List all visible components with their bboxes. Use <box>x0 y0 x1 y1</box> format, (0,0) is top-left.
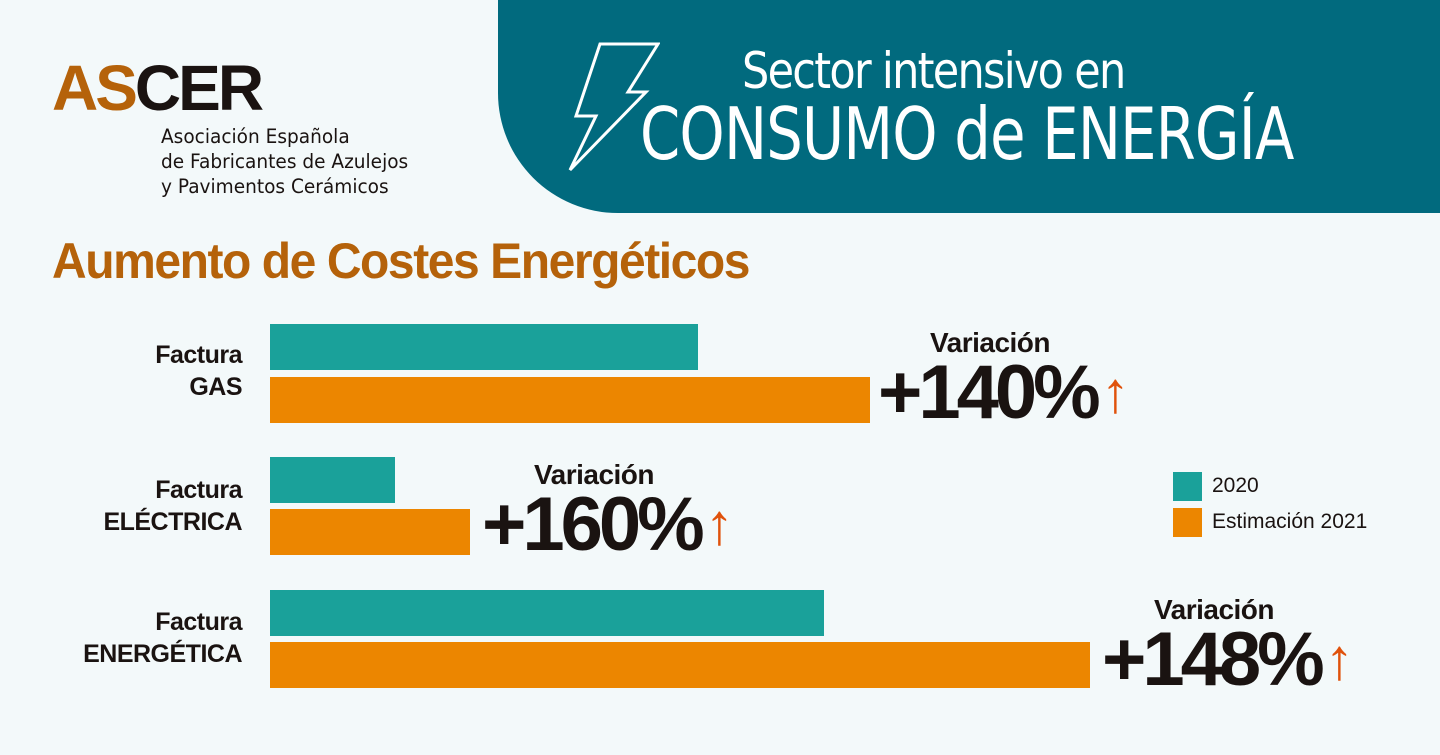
variation-value: +160% <box>482 482 705 567</box>
legend-item-2020: 2020 <box>1173 470 1367 502</box>
bar-electrica-2021 <box>270 509 470 555</box>
arrow-up-icon: ↑ <box>1100 360 1130 425</box>
row-label-electrica: Factura ELÉCTRICA <box>12 474 242 538</box>
logo-subtitle-line: y Pavimentos Cerámicos <box>161 175 389 198</box>
row-label-gas: Factura GAS <box>12 339 242 403</box>
variation-value: +148% <box>1102 617 1325 702</box>
legend-label: Estimación 2021 <box>1212 510 1368 533</box>
header-title: CONSUMO de ENERGÍA <box>640 92 1294 176</box>
arrow-up-icon: ↑ <box>704 492 734 557</box>
variation-electrica: Variación +160%↑ <box>482 459 734 567</box>
variation-label: Variación <box>1154 594 1275 625</box>
bar-gas-2020 <box>270 324 698 370</box>
legend-label: 2020 <box>1212 474 1259 497</box>
ascer-logo: ASCER <box>52 56 264 120</box>
bar-energetica-2020 <box>270 590 824 636</box>
logo-part-cer: CER <box>134 52 264 124</box>
variation-energetica: Variación +148%↑ <box>1102 594 1354 702</box>
row-label-line: Factura <box>155 476 242 504</box>
legend-item-2021: Estimación 2021 <box>1173 506 1367 538</box>
variation-label: Variación <box>930 327 1051 358</box>
bar-gas-2021 <box>270 377 870 423</box>
row-label-line: ELÉCTRICA <box>103 508 242 536</box>
chart-legend: 2020 Estimación 2021 <box>1173 470 1367 542</box>
lightning-bolt-icon <box>568 42 660 172</box>
logo-subtitle-line: Asociación Española <box>161 125 350 148</box>
variation-label: Variación <box>534 459 655 490</box>
header-banner <box>498 0 1440 213</box>
header-subtitle: Sector intensivo en <box>742 42 1126 100</box>
bar-electrica-2020 <box>270 457 395 503</box>
bar-energetica-2021 <box>270 642 1090 688</box>
chart-title: Aumento de Costes Energéticos <box>52 233 751 289</box>
logo-part-as: AS <box>52 52 138 124</box>
row-label-line: Factura <box>155 341 242 369</box>
legend-swatch-teal <box>1173 471 1202 501</box>
arrow-up-icon: ↑ <box>1324 627 1354 692</box>
row-label-line: ENERGÉTICA <box>83 640 242 668</box>
row-label-line: Factura <box>155 608 242 636</box>
row-label-energetica: Factura ENERGÉTICA <box>12 606 242 670</box>
row-label-line: GAS <box>189 373 242 401</box>
legend-swatch-orange <box>1173 507 1202 537</box>
variation-gas: Variación +140%↑ <box>878 327 1130 435</box>
logo-subtitle-line: de Fabricantes de Azulejos <box>161 150 409 173</box>
logo-subtitle: Asociación Española de Fabricantes de Az… <box>161 124 408 199</box>
variation-value: +140% <box>878 350 1101 435</box>
